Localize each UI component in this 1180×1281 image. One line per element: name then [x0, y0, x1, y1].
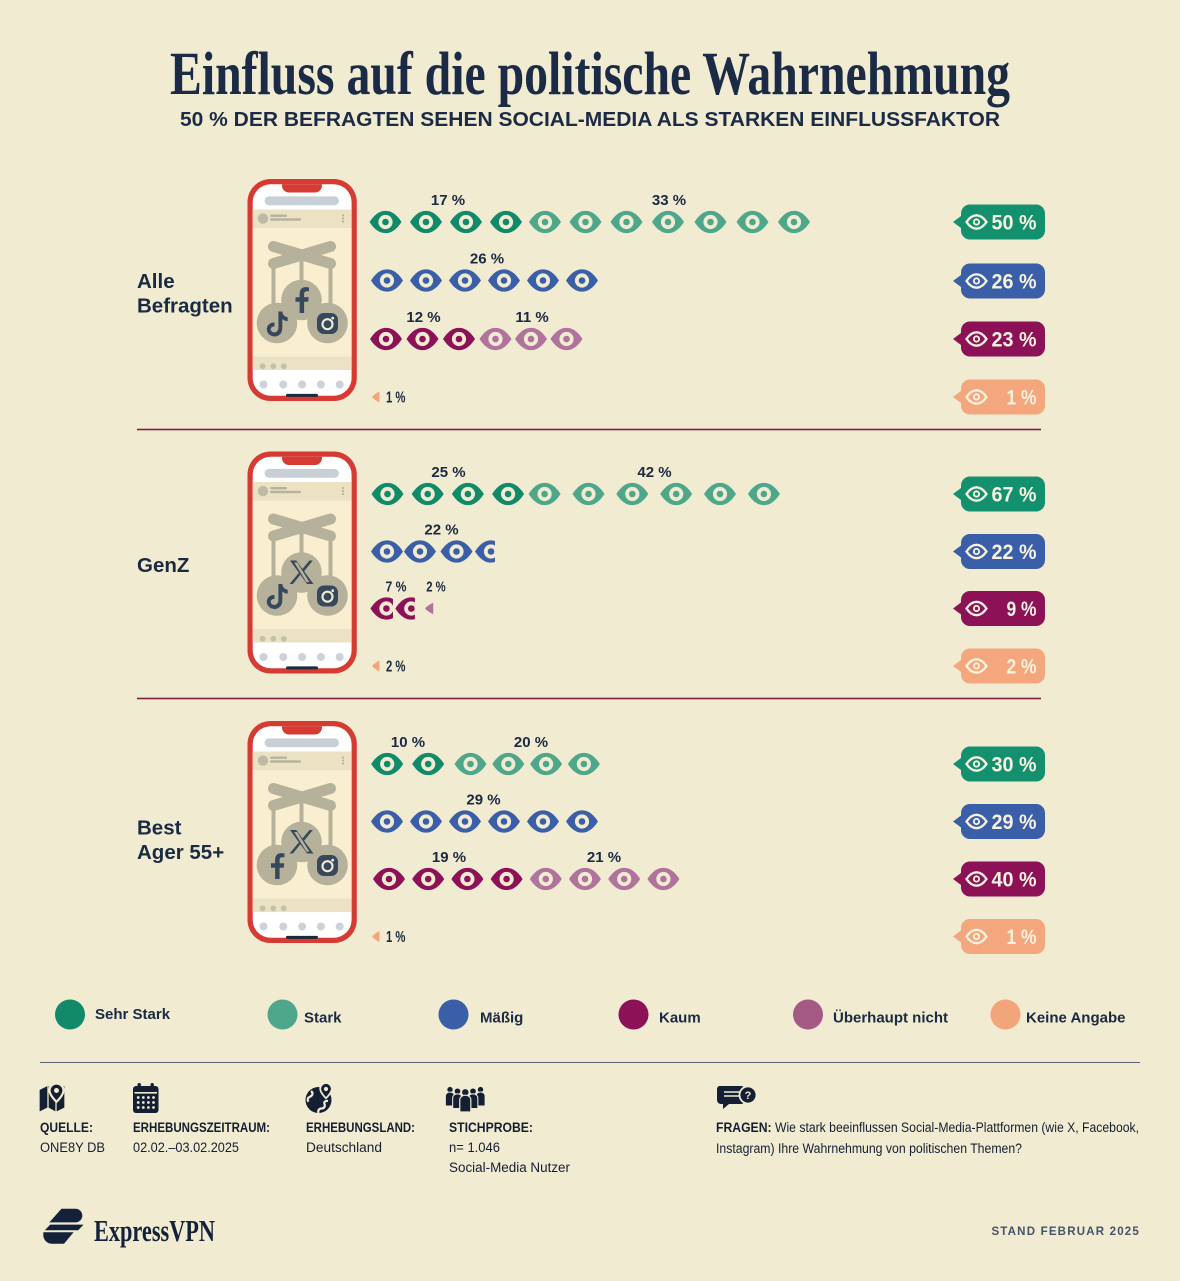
svg-text:Deutschland: Deutschland: [306, 1140, 382, 1155]
svg-text:29 %: 29 %: [466, 792, 500, 809]
svg-text:FRAGEN: Wie stark beeinflussen: FRAGEN: Wie stark beeinflussen Social-Me…: [716, 1120, 1139, 1135]
svg-text:STICHPROBE:: STICHPROBE:: [449, 1120, 533, 1135]
svg-text:12 %: 12 %: [406, 309, 440, 326]
svg-text:11 %: 11 %: [515, 309, 548, 326]
svg-text:50 %: 50 %: [992, 211, 1037, 235]
svg-text:2 %: 2 %: [426, 579, 446, 596]
svg-text:19 %: 19 %: [432, 849, 466, 866]
svg-text:10 %: 10 %: [391, 734, 425, 751]
svg-text:33 %: 33 %: [652, 192, 686, 209]
svg-text:Kaum: Kaum: [659, 1010, 701, 1027]
svg-text:QUELLE:: QUELLE:: [40, 1120, 93, 1135]
svg-text:ONE8Y DB: ONE8Y DB: [40, 1140, 105, 1155]
svg-text:40 %: 40 %: [992, 868, 1037, 892]
svg-text:21 %: 21 %: [587, 849, 621, 866]
svg-text:1 %: 1 %: [1007, 925, 1037, 949]
svg-text:Sehr Stark: Sehr Stark: [95, 1006, 171, 1023]
svg-text:?: ?: [745, 1090, 752, 1102]
svg-text:Alle: Alle: [137, 270, 175, 293]
svg-text:GenZ: GenZ: [137, 554, 189, 577]
svg-text:22 %: 22 %: [424, 522, 458, 539]
svg-text:1 %: 1 %: [386, 390, 406, 407]
svg-text:22 %: 22 %: [992, 540, 1037, 564]
svg-text:2 %: 2 %: [386, 659, 406, 676]
svg-text:Stark: Stark: [304, 1010, 342, 1027]
svg-text:23 %: 23 %: [992, 328, 1037, 352]
svg-text:20 %: 20 %: [514, 734, 548, 751]
svg-text:50 % DER BEFRAGTEN SEHEN SOCIA: 50 % DER BEFRAGTEN SEHEN SOCIAL-MEDIA AL…: [180, 108, 1000, 131]
svg-text:7 %: 7 %: [386, 579, 407, 596]
svg-text:Ager 55+: Ager 55+: [137, 841, 224, 864]
svg-text:Instagram) Ihre Wahrnehmung vo: Instagram) Ihre Wahrnehmung von politisc…: [716, 1141, 1022, 1156]
svg-text:30 %: 30 %: [992, 753, 1037, 777]
svg-text:67 %: 67 %: [992, 483, 1037, 507]
svg-text:ERHEBUNGSZEITRAUM:: ERHEBUNGSZEITRAUM:: [133, 1120, 270, 1135]
svg-text:STAND FEBRUAR 2025: STAND FEBRUAR 2025: [991, 1226, 1140, 1238]
svg-text:02.02.–03.02.2025: 02.02.–03.02.2025: [133, 1140, 239, 1155]
svg-text:Überhaupt nicht: Überhaupt nicht: [833, 1010, 948, 1027]
svg-text:26 %: 26 %: [992, 270, 1037, 294]
svg-text:Keine Angabe: Keine Angabe: [1026, 1010, 1125, 1027]
svg-text:Einfluss auf die politische Wa: Einfluss auf die politische Wahrnehmung: [170, 41, 1010, 108]
svg-text:ERHEBUNGSLAND:: ERHEBUNGSLAND:: [306, 1120, 415, 1135]
svg-text:ExpressVPN: ExpressVPN: [94, 1213, 215, 1248]
svg-text:26 %: 26 %: [470, 251, 504, 268]
svg-text:29 %: 29 %: [992, 810, 1037, 834]
svg-text:42 %: 42 %: [637, 464, 671, 481]
svg-text:2 %: 2 %: [1007, 655, 1037, 679]
svg-text:25 %: 25 %: [431, 464, 465, 481]
svg-text:n= 1.046: n= 1.046: [449, 1140, 500, 1155]
svg-text:Mäßig: Mäßig: [480, 1010, 523, 1027]
svg-text:1 %: 1 %: [1007, 386, 1037, 410]
svg-text:Best: Best: [137, 817, 182, 840]
svg-text:Befragten: Befragten: [137, 295, 233, 318]
svg-text:17 %: 17 %: [431, 192, 465, 209]
svg-text:Social-Media Nutzer: Social-Media Nutzer: [449, 1160, 571, 1175]
svg-text:9 %: 9 %: [1007, 597, 1037, 621]
svg-text:1 %: 1 %: [386, 929, 406, 946]
